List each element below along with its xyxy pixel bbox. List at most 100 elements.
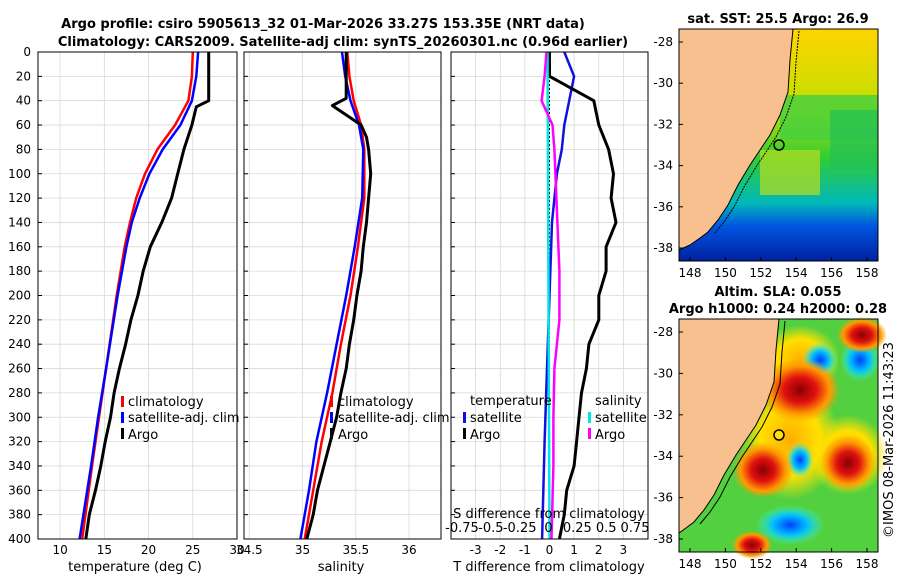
legend-swatch-argo [330,428,333,439]
x-tick-label: 30 [229,543,244,557]
x-tick-label: 3 [620,543,628,557]
s-tick-label: -0.25 [503,521,537,536]
map-lat-tick: -34 [653,159,673,173]
legend-swatch-climatology [330,396,333,407]
salinity-profile-panel: 34.5 35 35.5 36 [236,51,442,557]
series-line-salinity-argo [540,51,561,540]
header-title-line1: Argo profile: csiro 5905613_32 01-Mar-20… [61,17,585,32]
map-lat-tick: -28 [653,325,673,339]
s-tick-label: 0.5 [596,521,617,536]
depth-tick-label: 200 [8,289,31,303]
legend-swatch-s-argo [588,428,591,439]
imos-timestamp: ©IMOS 08-Mar-2026 11:43:23 [882,342,897,538]
legend-label-s-satellite: satellite [595,411,647,426]
legend-swatch-s-satellite [588,412,591,423]
legend-label-climatology: climatology [338,395,414,410]
depth-tick-label: 80 [16,142,31,156]
depth-tick-label: 400 [8,532,31,546]
legend-swatch-satellite [121,412,124,423]
map-lat-tick: -34 [653,449,673,463]
x-tick-label: 25 [185,543,200,557]
sst-map [678,28,879,262]
legend-label-climatology: climatology [128,395,204,410]
legend-label-s-argo: Argo [595,428,625,443]
sla-map [678,317,888,559]
depth-tick-label: 160 [8,240,31,254]
sst-map-title: sat. SST: 25.5 Argo: 26.9 [687,12,868,27]
x-tick-label: 35 [295,543,310,557]
sst-map-frame [678,28,879,262]
sla-anomaly [820,435,876,491]
depth-tick-label: 120 [8,191,31,205]
map-lat-tick: -32 [653,408,673,422]
series-line-satellite-adj-clim [78,51,200,540]
s-tick-label: -0.5 [478,521,503,536]
legend-label-t-argo: Argo [470,428,500,443]
sla-map-title1: Altim. SLA: 0.055 [715,285,842,300]
depth-tick-label: 320 [8,435,31,449]
legend-swatch-t-argo [463,428,466,439]
series-line-argo [305,52,373,540]
depth-tick-label: 40 [16,94,31,108]
map-lon-tick: 152 [749,266,772,280]
legend-label-t-satellite: satellite [470,411,522,426]
difference-legend-salinity: salinity satellite Argo [588,394,647,443]
header-title-line2: Climatology: CARS2009. Satellite-adj cli… [58,35,628,50]
map-lon-tick: 150 [714,557,737,571]
s-difference-ticks: -0.75 -0.5 -0.25 0 0.25 0.5 0.75 [445,521,649,536]
difference-profile-panel: -3 -2 -1 0 1 2 3 [450,51,649,557]
x-tick-label: 0 [546,543,554,557]
depth-tick-label: 360 [8,483,31,497]
x-tick-label: 36 [401,543,416,557]
s-tick-label: 0 [544,521,552,536]
series-line-salinity-satellite [546,51,551,540]
map-lat-tick: -38 [653,532,673,546]
temperature-profile-panel: 10 15 20 25 30 [37,51,245,557]
map-lon-tick: 156 [820,266,843,280]
map-lon-tick: 158 [856,557,879,571]
map-lat-tick: -28 [653,35,673,49]
sst-yellow-patch [760,150,820,195]
sla-shelf-contour [699,320,786,525]
x-tick-label: 35.5 [342,543,369,557]
map-lat-tick: -36 [653,200,673,214]
depth-tick-label: 0 [23,45,31,59]
temperature-axis-label: temperature (deg C) [68,560,202,575]
map-lat-tick: -38 [653,241,673,255]
sla-anomaly [837,317,887,353]
map-lat-tick: -36 [653,491,673,505]
salinity-legend: climatology satellite-adj. clim Argo [330,395,450,443]
x-tick-label: 15 [97,543,112,557]
difference-legend-temperature: temperature satellite Argo [463,394,552,443]
sla-map-frame [678,318,879,553]
series-line-satellite-adj-clim [299,51,365,540]
sst-green-patch [830,110,878,170]
sst-map-axes: -28 -30 -32 -34 -36 -38 148 150 152 154 156 158 [653,35,878,280]
s-difference-axis-label: S difference from climatology [453,507,645,522]
s-tick-label: 0.25 [563,521,592,536]
x-tick-label: 20 [141,543,156,557]
depth-tick-label: 300 [8,410,31,424]
series-line-temperature-satellite [540,51,576,540]
sla-float-marker [773,429,785,441]
depth-tick-label: 260 [8,362,31,376]
map-lon-tick: 156 [820,557,843,571]
sst-float-marker [773,139,785,151]
temperature-legend: climatology satellite-adj. clim Argo [121,395,240,443]
sst-land-australia [678,28,794,251]
map-lat-tick: -30 [653,76,673,90]
depth-tick-label: 340 [8,459,31,473]
depth-tick-label: 100 [8,167,31,181]
legend-swatch-climatology [121,396,124,407]
legend-title-temperature: temperature [470,394,552,409]
depth-tick-label: 380 [8,508,31,522]
sla-land-australia [678,318,780,534]
map-lon-tick: 154 [785,266,808,280]
s-tick-label: 0.75 [621,521,650,536]
depth-tick-label: 60 [16,118,31,132]
depth-tick-label: 240 [8,337,31,351]
sst-shelf-contour [713,30,800,235]
series-line-climatology [303,51,366,540]
map-lon-tick: 148 [679,557,702,571]
